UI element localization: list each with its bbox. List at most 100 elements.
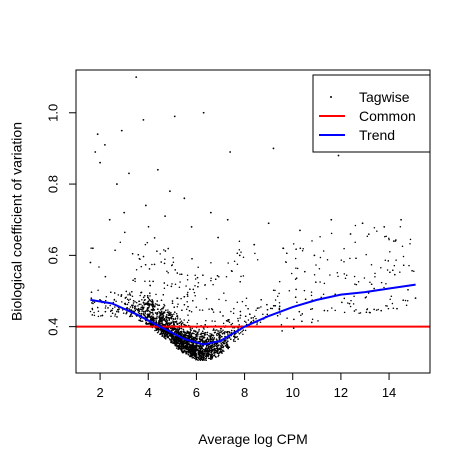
tagwise-point: [401, 245, 404, 247]
tagwise-point: [222, 322, 225, 325]
tagwise-point: [385, 283, 387, 285]
tagwise-point: [116, 183, 118, 185]
tagwise-point: [402, 255, 405, 258]
tagwise-point: [399, 225, 402, 228]
tagwise-point: [117, 309, 119, 311]
tagwise-point: [205, 359, 207, 362]
tagwise-point: [223, 342, 226, 345]
tagwise-point: [179, 332, 181, 335]
tagwise-point: [380, 309, 382, 312]
tagwise-point: [164, 319, 166, 322]
tagwise-point: [189, 352, 191, 355]
tagwise-point: [145, 317, 148, 319]
tagwise-point: [180, 297, 182, 300]
tagwise-point: [131, 253, 134, 255]
tagwise-point: [94, 151, 97, 153]
tagwise-point: [387, 260, 390, 262]
tagwise-point: [174, 311, 176, 313]
tagwise-point: [93, 314, 96, 317]
tagwise-point: [299, 247, 302, 250]
tagwise-point: [368, 233, 370, 235]
tagwise-point: [165, 333, 168, 336]
tagwise-point: [129, 298, 131, 300]
tagwise-point: [234, 340, 236, 343]
tagwise-point: [188, 355, 191, 357]
tagwise-point: [228, 346, 231, 348]
tagwise-point: [216, 348, 219, 350]
tagwise-point: [166, 270, 168, 272]
tagwise-point: [195, 357, 197, 359]
tagwise-point: [183, 336, 185, 338]
tagwise-point: [370, 264, 373, 266]
tagwise-point: [187, 314, 189, 316]
tagwise-point: [96, 133, 99, 136]
tagwise-point: [319, 281, 321, 283]
tagwise-point: [162, 308, 164, 310]
tagwise-point: [192, 348, 194, 350]
tagwise-point: [155, 293, 157, 296]
tagwise-point: [278, 292, 280, 295]
tagwise-point: [120, 294, 123, 296]
tagwise-point: [158, 304, 161, 307]
tagwise-point: [195, 344, 197, 347]
tagwise-point: [206, 340, 208, 343]
tagwise-point: [221, 331, 223, 333]
tagwise-point: [226, 330, 229, 333]
tagwise-point: [213, 347, 216, 350]
tagwise-point: [212, 346, 214, 348]
tagwise-point: [129, 315, 132, 317]
tagwise-point: [301, 313, 304, 315]
tagwise-point: [230, 323, 232, 326]
tagwise-point: [153, 320, 155, 323]
tagwise-point: [141, 308, 143, 311]
tagwise-point: [191, 350, 194, 352]
tagwise-point: [170, 264, 173, 267]
tagwise-point: [165, 309, 167, 311]
tagwise-point: [184, 341, 186, 344]
tagwise-point: [223, 333, 226, 335]
tagwise-point: [163, 282, 166, 284]
tagwise-point: [162, 330, 165, 333]
tagwise-point: [337, 275, 339, 278]
tagwise-point: [147, 225, 150, 228]
tagwise-point: [355, 257, 357, 260]
tagwise-point: [174, 317, 177, 320]
tagwise-point: [155, 319, 157, 321]
tagwise-point: [209, 211, 212, 214]
tagwise-point: [392, 269, 394, 272]
tagwise-point: [228, 321, 231, 324]
tagwise-point: [172, 341, 174, 343]
tagwise-point: [224, 340, 226, 343]
tagwise-point: [182, 331, 184, 333]
tagwise-point: [183, 340, 185, 343]
tagwise-point: [172, 328, 174, 330]
tagwise-point: [294, 278, 297, 281]
tagwise-point: [183, 350, 185, 352]
tagwise-point: [164, 258, 166, 261]
tagwise-point: [218, 348, 221, 351]
tagwise-point: [154, 317, 156, 319]
tagwise-point: [174, 340, 176, 342]
tagwise-point: [194, 346, 196, 348]
tagwise-point: [177, 303, 179, 305]
tagwise-point: [203, 359, 206, 361]
tagwise-point: [278, 301, 281, 304]
tagwise-point: [173, 115, 176, 118]
tagwise-point: [198, 330, 200, 332]
tagwise-point: [149, 304, 151, 306]
tagwise-point: [131, 305, 134, 307]
tagwise-point: [164, 334, 166, 336]
tagwise-point: [149, 300, 151, 302]
tagwise-point: [154, 303, 157, 305]
tagwise-point: [180, 322, 183, 325]
tagwise-point: [239, 317, 241, 319]
tagwise-point: [180, 345, 182, 348]
tagwise-point: [151, 303, 153, 305]
tagwise-point: [214, 320, 216, 323]
tagwise-point: [252, 319, 255, 321]
tagwise-point: [174, 331, 176, 334]
tagwise-point: [207, 338, 210, 341]
tagwise-point: [349, 305, 352, 308]
legend-box: [312, 74, 431, 153]
tagwise-point: [211, 338, 213, 340]
